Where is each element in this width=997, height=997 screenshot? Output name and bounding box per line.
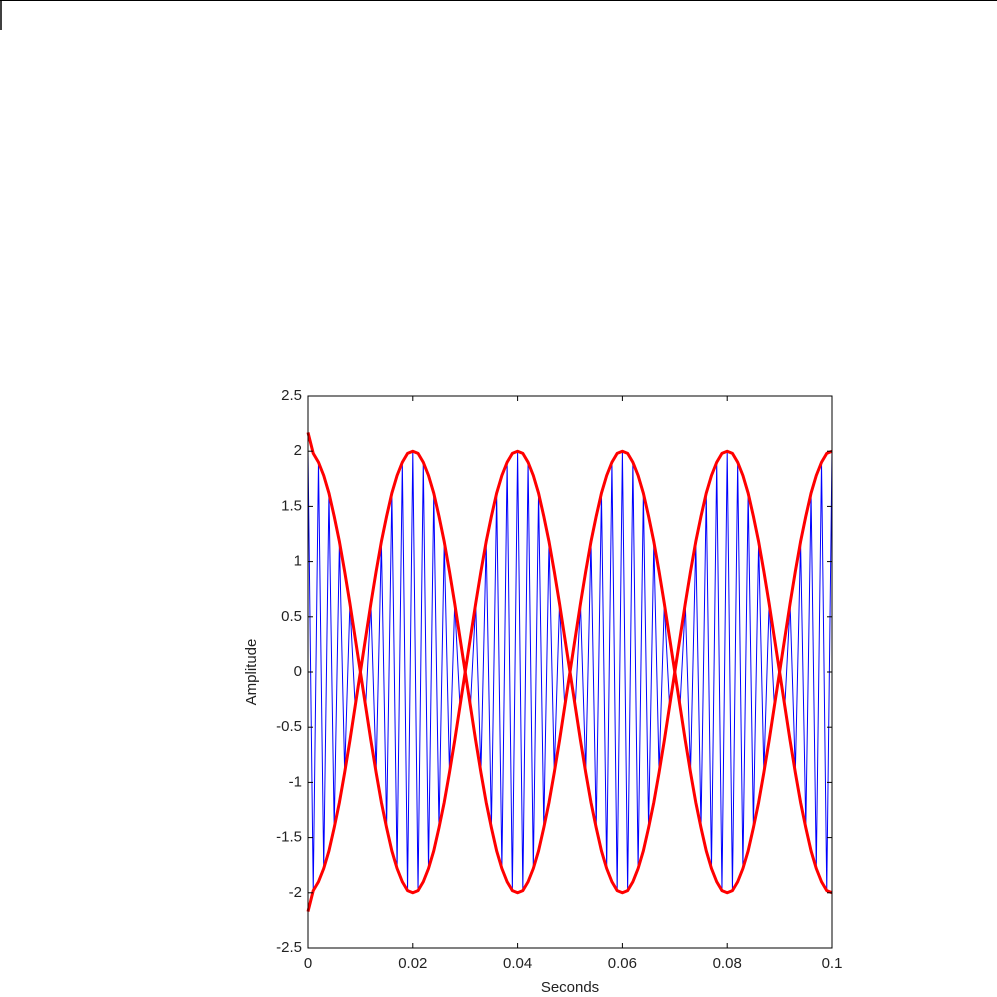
y-tick-label: -2 xyxy=(289,884,302,901)
x-tick-label: 0.1 xyxy=(822,955,843,972)
x-axis-label: Seconds xyxy=(541,979,599,996)
series-line xyxy=(306,670,833,912)
y-tick-label: 1.5 xyxy=(281,497,302,514)
x-tick-label: 0 xyxy=(304,955,312,972)
y-tick-label: 0 xyxy=(294,663,302,680)
y-tick-label: -1 xyxy=(289,773,302,790)
y-tick-label: -1.5 xyxy=(276,829,302,846)
x-tick-label: 0.06 xyxy=(608,955,637,972)
x-tick-label: 0.02 xyxy=(398,955,427,972)
y-axis-label: Amplitude xyxy=(243,639,260,706)
x-tick-label: 0.08 xyxy=(713,955,742,972)
y-tick-label: -0.5 xyxy=(276,718,302,735)
y-tick-label: 0.5 xyxy=(281,608,302,625)
y-tick-label: 2.5 xyxy=(281,387,302,404)
x-tick-label: 0.04 xyxy=(503,955,532,972)
y-tick-label: 1 xyxy=(294,553,302,570)
y-tick-label: -2.5 xyxy=(276,939,302,956)
y-tick-label: 2 xyxy=(294,442,302,459)
